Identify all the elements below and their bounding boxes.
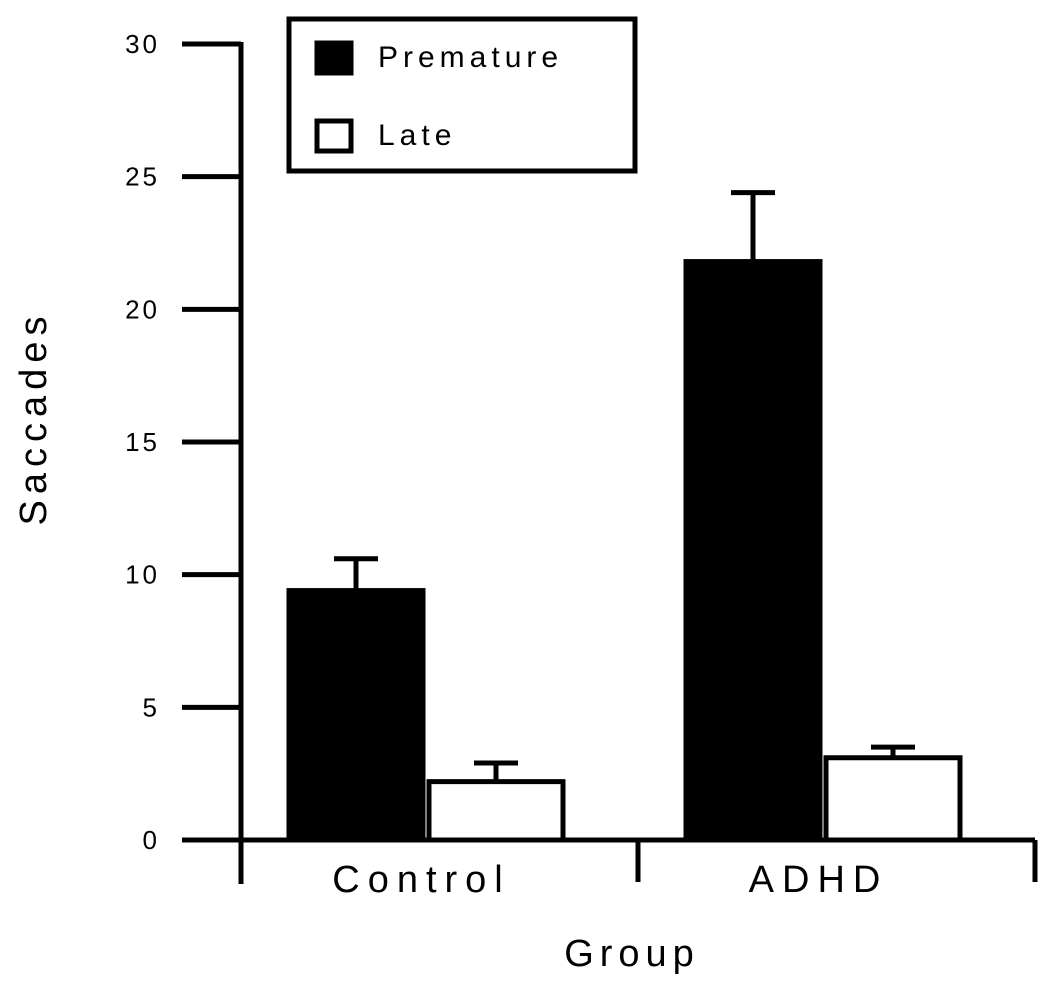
y-tick-label: 5 [143, 692, 160, 722]
labels: 0 5 10 15 20 25 30 Control ADHD Group Saccades [13, 29, 889, 975]
x-axis-title: Group [564, 933, 700, 975]
y-tick-label: 0 [143, 825, 160, 855]
bars [286, 190, 963, 843]
legend-swatch-late [314, 118, 354, 154]
y-tick-label: 20 [125, 294, 160, 324]
y-tick-label: 30 [125, 29, 160, 59]
y-tick-label: 15 [125, 427, 160, 457]
legend: Premature Late [286, 16, 638, 174]
bar-premature-adhd [683, 259, 823, 843]
y-tick-label: 25 [125, 162, 160, 192]
legend-label-late: Late [378, 119, 456, 152]
y-axis-title: Saccades [13, 311, 55, 526]
bar-late-control [426, 779, 566, 843]
x-category-label: ADHD [749, 859, 889, 901]
x-category-label: Control [332, 859, 511, 901]
bar-late-adhd [823, 755, 963, 843]
legend-label-premature: Premature [378, 41, 563, 74]
y-tick-label: 10 [125, 560, 160, 590]
legend-swatch-premature [314, 40, 354, 76]
bar-premature-control [286, 588, 426, 843]
